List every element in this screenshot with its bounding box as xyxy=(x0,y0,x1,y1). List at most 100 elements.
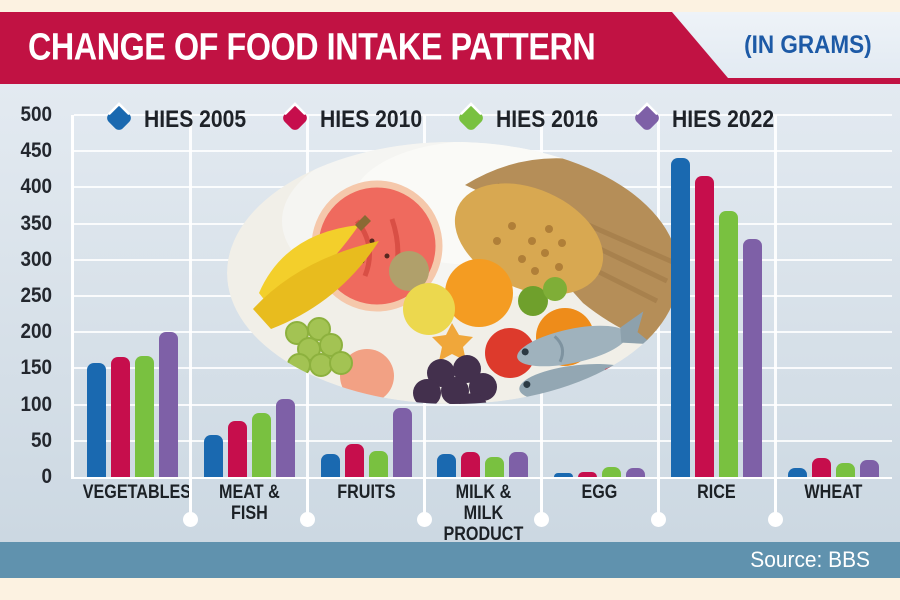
category-boundary-line xyxy=(773,115,777,477)
page-title: CHANGE OF FOOD INTAKE PATTERN xyxy=(28,26,596,69)
bar-hies-2016 xyxy=(134,356,154,477)
bar-group-rice xyxy=(658,115,775,477)
diamond-marker-icon xyxy=(454,101,488,140)
food-collage-image xyxy=(227,142,679,404)
category-divider-dot xyxy=(183,512,199,527)
legend-item-hies-2010: HIES 2010 xyxy=(278,101,436,140)
bar-group-egg xyxy=(541,115,658,477)
x-axis-label-egg: EGG xyxy=(581,482,618,503)
diamond-marker-icon xyxy=(102,101,136,140)
bar-hies-2016 xyxy=(485,457,505,477)
bar-hies-2010 xyxy=(578,471,598,477)
bar-group-wheat xyxy=(775,115,892,477)
legend-item-hies-2022: HIES 2022 xyxy=(630,101,788,140)
bar-hies-2005 xyxy=(437,453,457,477)
category-divider xyxy=(423,477,427,513)
x-axis-label-fruits: FRUITS xyxy=(336,482,396,503)
y-tick-250: 250 xyxy=(20,284,52,307)
x-axis-baseline xyxy=(71,477,892,479)
y-tick-450: 450 xyxy=(20,139,52,163)
y-tick-300: 300 xyxy=(20,247,52,271)
legend-label: HIES 2005 xyxy=(144,106,247,133)
bar-hies-2010 xyxy=(812,458,832,477)
bar-hies-2022 xyxy=(626,467,646,477)
bar-hies-2022 xyxy=(509,451,529,477)
bar-hies-2022 xyxy=(743,238,763,477)
bar-hies-2016 xyxy=(836,462,856,477)
bar-group-vegetables xyxy=(74,115,191,477)
bar-hies-2005 xyxy=(320,453,340,477)
unit-label: (IN GRAMS) xyxy=(743,30,872,59)
gridline-50 xyxy=(74,439,892,442)
bar-group-fruits xyxy=(308,115,425,477)
lemon xyxy=(403,283,455,335)
bar-hies-2022 xyxy=(158,332,178,477)
diamond-marker-icon xyxy=(630,101,664,140)
source-bar: Source: BBS xyxy=(0,542,900,578)
bar-group-milk-milk-product xyxy=(425,115,542,477)
x-axis-label-milk-milk-product: MILK & MILK PRODUCT xyxy=(443,482,523,545)
gridline-500 xyxy=(74,114,892,116)
bar-hies-2022 xyxy=(392,408,412,477)
x-axis-label-vegetables: VEGETABLES xyxy=(82,482,192,503)
y-tick-400: 400 xyxy=(20,175,52,199)
diamond-marker-icon xyxy=(278,101,312,140)
apple xyxy=(485,328,535,378)
legend-label: HIES 2016 xyxy=(496,106,599,133)
legend-item-hies-2005: HIES 2005 xyxy=(102,101,260,140)
bar-hies-2010 xyxy=(695,175,715,477)
bar-hies-2010 xyxy=(461,452,481,477)
plot-area xyxy=(71,114,892,479)
category-divider-dot xyxy=(300,512,316,527)
category-divider xyxy=(189,477,193,513)
bar-group-meat-fish xyxy=(191,115,308,477)
bar-hies-2005 xyxy=(671,158,691,477)
header-banner: CHANGE OF FOOD INTAKE PATTERN (IN GRAMS) xyxy=(0,12,900,84)
x-axis-label-wheat: WHEAT xyxy=(804,482,863,503)
y-tick-150: 150 xyxy=(20,356,52,380)
x-axis-label-meat-fish: MEAT & FISH xyxy=(218,482,280,524)
category-divider-dot xyxy=(650,512,666,527)
bar-hies-2005 xyxy=(203,435,223,477)
orange xyxy=(445,259,513,327)
bar-hies-2016 xyxy=(368,450,388,477)
bar-hies-2022 xyxy=(275,398,295,477)
bar-hies-2005 xyxy=(554,473,574,477)
bar-hies-2016 xyxy=(251,413,271,477)
legend-label: HIES 2010 xyxy=(320,106,423,133)
legend-item-hies-2016: HIES 2016 xyxy=(454,101,612,140)
bar-hies-2005 xyxy=(86,363,106,477)
category-divider xyxy=(539,477,543,513)
gridline-100 xyxy=(74,403,892,406)
peach xyxy=(340,349,394,403)
y-tick-0: 0 xyxy=(41,465,52,488)
y-tick-50: 50 xyxy=(30,428,52,452)
bar-hies-2010 xyxy=(110,356,130,477)
category-divider xyxy=(656,477,660,513)
bar-hies-2010 xyxy=(227,420,247,477)
category-divider xyxy=(306,477,310,513)
bar-hies-2022 xyxy=(860,459,880,477)
bar-hies-2016 xyxy=(602,466,622,477)
legend: HIES 2005 HIES 2010 HIES 2016 HIES 2022 xyxy=(102,101,788,139)
x-axis-label-rice: RICE xyxy=(697,482,737,503)
category-divider xyxy=(773,477,777,513)
y-axis-line xyxy=(71,115,74,477)
category-divider-dot xyxy=(417,512,433,527)
y-tick-500: 500 xyxy=(20,103,52,126)
dark-grapes xyxy=(413,355,497,404)
y-tick-200: 200 xyxy=(20,320,52,344)
bar-hies-2005 xyxy=(788,468,808,477)
kiwi xyxy=(389,251,429,291)
category-divider-dot xyxy=(767,512,783,527)
legend-label: HIES 2022 xyxy=(672,106,775,133)
bar-hies-2010 xyxy=(344,444,364,477)
chart-region: 0 50 100 150 200 250 300 350 400 450 500 xyxy=(0,84,900,545)
y-tick-100: 100 xyxy=(20,392,52,416)
unit-panel: (IN GRAMS) xyxy=(672,12,900,78)
source-label: Source: BBS xyxy=(750,547,870,572)
star-fruit xyxy=(432,323,473,361)
category-divider-dot xyxy=(533,512,549,527)
category-boundary-line xyxy=(189,115,193,477)
